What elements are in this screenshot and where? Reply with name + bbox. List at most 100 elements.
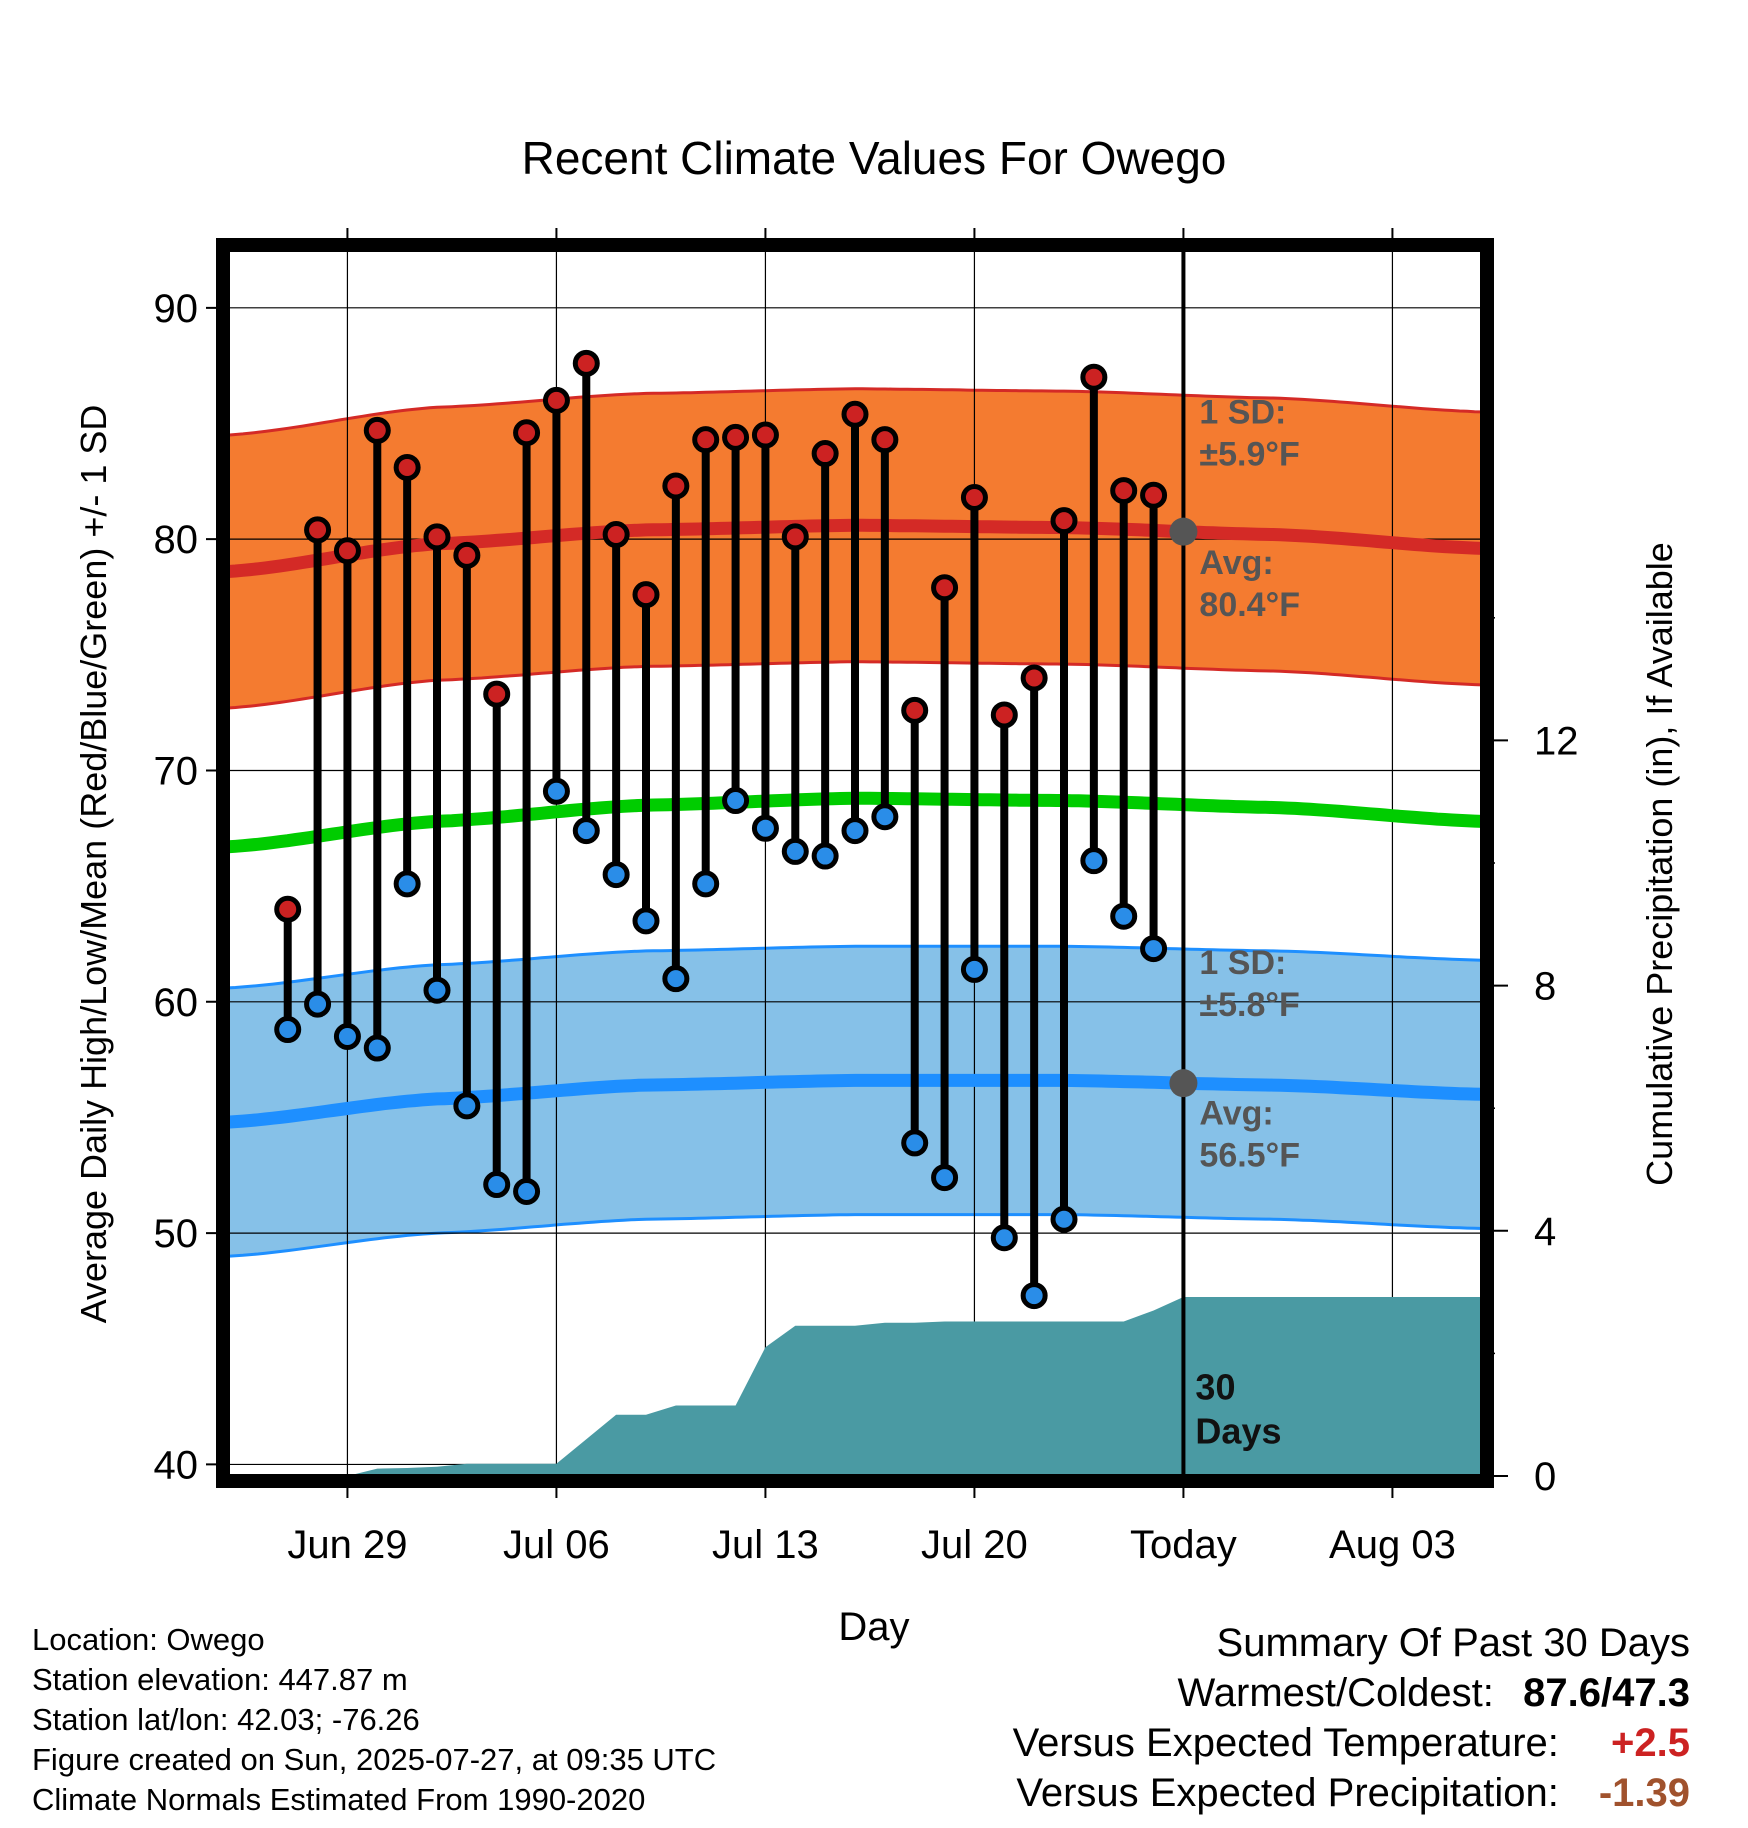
low-avg-annotation: Avg: 56.5°F: [1199, 1094, 1300, 1174]
low-normal-line: [228, 1073, 1482, 1129]
low-point: [931, 1164, 959, 1192]
precip-label: Versus Expected Precipitation:: [1016, 1771, 1559, 1815]
y2-tick-label: 0: [1534, 1455, 1556, 1499]
low-avg-annotation-line1: Avg:: [1199, 1094, 1273, 1132]
low-point: [781, 837, 809, 865]
high-avg-annotation-line2: 80.4°F: [1199, 586, 1300, 624]
high-point: [751, 421, 779, 449]
temp-label: Versus Expected Temperature:: [1012, 1721, 1559, 1765]
high-point: [811, 440, 839, 468]
high-point: [483, 680, 511, 708]
summary-precipitation: Versus Expected Precipitation: -1.39: [1013, 1768, 1690, 1818]
low-sd-annotation: 1 SD: ±5.8°F: [1199, 944, 1299, 1024]
low-point: [453, 1092, 481, 1120]
low-sd-annotation-line1: 1 SD:: [1199, 944, 1286, 982]
low-point: [632, 907, 660, 935]
y2-tick-label: 4: [1534, 1210, 1556, 1254]
created-text: Figure created on Sun, 2025-07-27, at 09…: [32, 1742, 717, 1777]
low-point: [393, 870, 421, 898]
high-point: [1050, 507, 1078, 535]
high-point: [662, 472, 690, 500]
y-tick-label: 40: [154, 1443, 199, 1487]
y2-tick-label: 12: [1534, 719, 1579, 763]
y-tick-label: 90: [154, 287, 199, 331]
low-point: [333, 1022, 361, 1050]
y-tick-label: 80: [154, 518, 199, 562]
low-sd-annotation-line2: ±5.8°F: [1199, 986, 1299, 1024]
high-point: [363, 416, 391, 444]
y-tick-label: 60: [154, 981, 199, 1025]
high-point: [513, 419, 541, 447]
high-point: [990, 701, 1018, 729]
high-point: [304, 516, 332, 544]
high-point: [602, 521, 630, 549]
latlon-text: Station lat/lon: 42.03; -76.26: [32, 1702, 420, 1737]
high-avg-annotation: Avg: 80.4°F: [1199, 544, 1300, 624]
warmest-coldest-label: Warmest/Coldest:: [1177, 1671, 1494, 1715]
high-sd-annotation: 1 SD: ±5.9°F: [1199, 393, 1299, 473]
high-avg-annotation-line1: Avg:: [1199, 544, 1273, 582]
low-point: [722, 787, 750, 815]
high-point: [722, 423, 750, 451]
high-point: [871, 426, 899, 454]
low-point: [304, 990, 332, 1018]
low-avg-marker: [1169, 1069, 1198, 1098]
low-point: [1110, 902, 1138, 930]
low-point: [901, 1129, 929, 1157]
x-tick-label: Jul 20: [921, 1523, 1028, 1567]
high-point: [274, 895, 302, 923]
location-text: Location: Owego: [32, 1622, 265, 1657]
today-days-label-line: 30: [1195, 1367, 1235, 1408]
high-point: [542, 386, 570, 414]
high-point: [901, 696, 929, 724]
high-point: [931, 574, 959, 602]
low-point: [602, 861, 630, 889]
high-point: [632, 581, 660, 609]
low-point: [1080, 847, 1108, 875]
x-tick-label: Jul 13: [712, 1523, 819, 1567]
high-point: [333, 537, 361, 565]
summary-panel: Summary Of Past 30 Days Warmest/Coldest:…: [1013, 1618, 1690, 1818]
plot-frame: [216, 238, 1494, 1488]
station-info: Location: Owego Station elevation: 447.8…: [32, 1620, 716, 1820]
low-point: [274, 1016, 302, 1044]
low-point: [692, 870, 720, 898]
low-point: [960, 955, 988, 983]
high-point: [781, 523, 809, 551]
low-point: [513, 1177, 541, 1205]
low-point: [483, 1171, 511, 1199]
high-sd-annotation-line2: ±5.9°F: [1199, 435, 1299, 473]
x-tick-label: Jun 29: [287, 1523, 407, 1567]
high-point: [692, 426, 720, 454]
summary-title: Summary Of Past 30 Days: [1216, 1621, 1690, 1665]
y2-axis-label: Cumulative Precipitation (in), If Availa…: [1639, 542, 1680, 1186]
x-axis-label: Day: [838, 1605, 909, 1649]
today-days-label: 30 Days: [1195, 1367, 1281, 1452]
low-point: [423, 976, 451, 1004]
low-point: [751, 814, 779, 842]
x-tick-label: Today: [1130, 1523, 1237, 1567]
low-sd-band: [228, 944, 1482, 1258]
temp-value: +2.5: [1611, 1721, 1690, 1765]
summary-temperature: Versus Expected Temperature: +2.5: [1013, 1718, 1690, 1768]
high-point: [572, 349, 600, 377]
low-point: [871, 803, 899, 831]
x-tick-label: Jul 06: [503, 1523, 610, 1567]
low-avg-annotation-line2: 56.5°F: [1199, 1136, 1300, 1174]
high-point: [960, 484, 988, 512]
high-point: [841, 400, 869, 428]
summary-warmest-coldest: Warmest/Coldest: 87.6/47.3: [1013, 1668, 1691, 1718]
precipitation-area: [228, 1297, 1482, 1476]
low-point: [662, 965, 690, 993]
y2-tick-label: 8: [1534, 965, 1556, 1009]
low-point: [363, 1034, 391, 1062]
high-point: [1080, 363, 1108, 391]
high-point: [423, 523, 451, 551]
low-point: [1050, 1205, 1078, 1233]
low-point: [542, 777, 570, 805]
normals-text: Climate Normals Estimated From 1990-2020: [32, 1782, 646, 1817]
low-point: [811, 842, 839, 870]
high-point: [1020, 664, 1048, 692]
y-tick-label: 70: [154, 749, 199, 793]
precip-value: -1.39: [1598, 1771, 1690, 1815]
